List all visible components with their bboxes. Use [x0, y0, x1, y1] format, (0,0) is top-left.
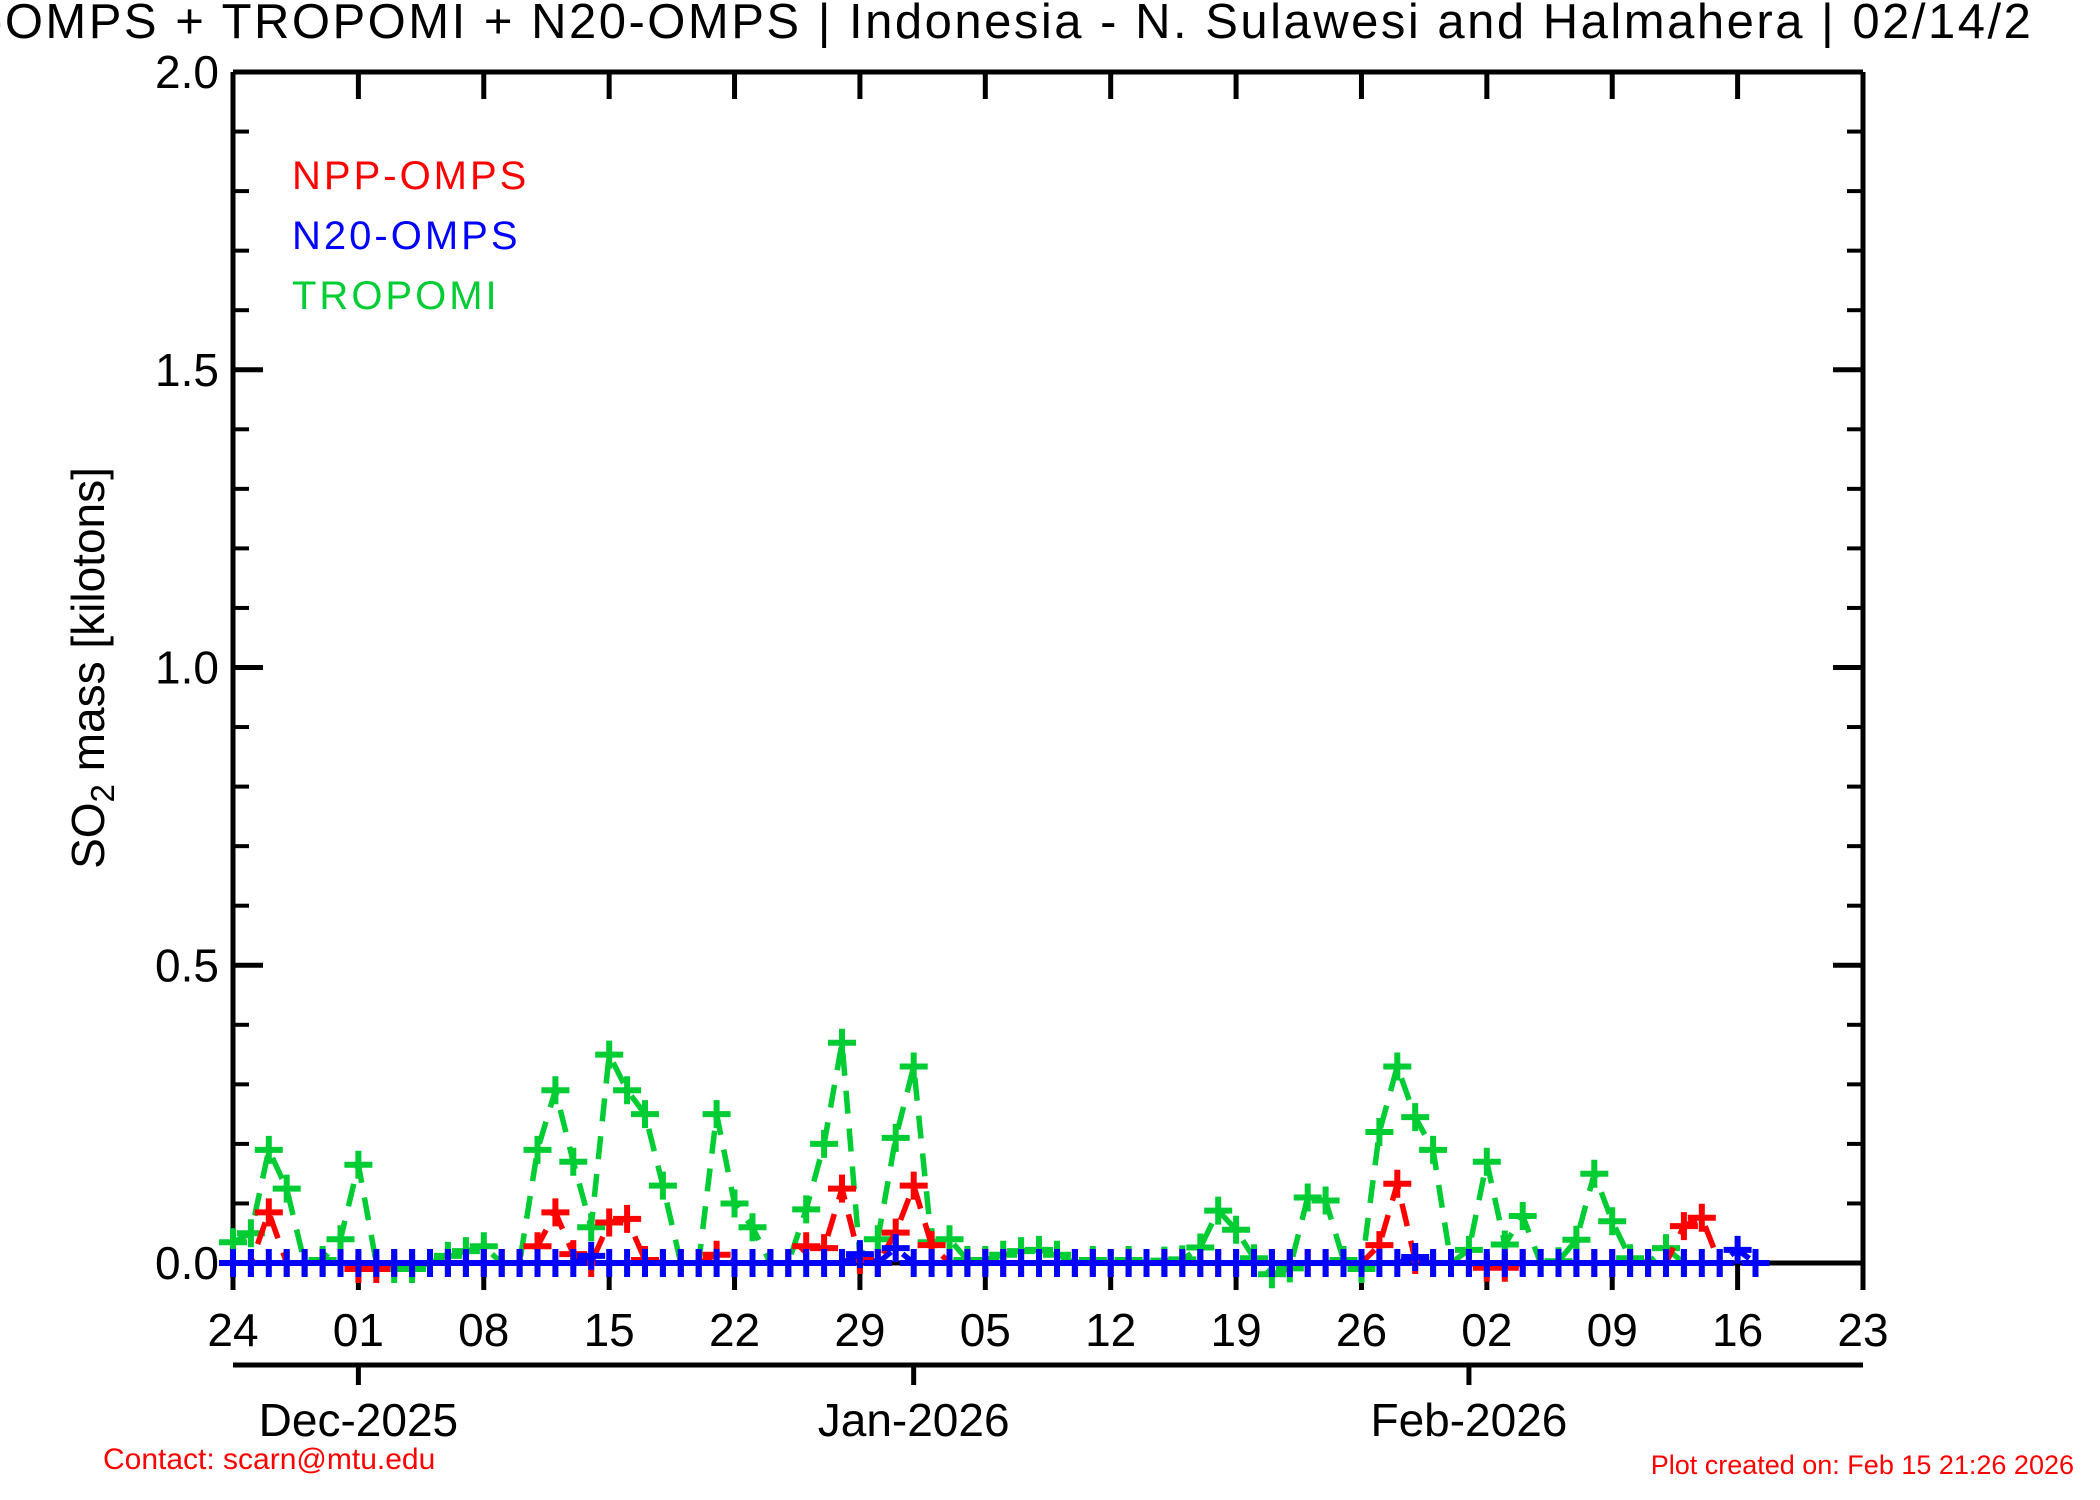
plot-created-text: Plot created on: Feb 15 21:26 2026: [1650, 1450, 2074, 1480]
x-tick-label: 02: [1461, 1304, 1512, 1356]
contact-text: Contact: scarn@mtu.edu: [103, 1443, 436, 1476]
month-axis: Dec-2025 Jan-2026 Feb-2026: [233, 1362, 1863, 1446]
x-tick-label: 16: [1712, 1304, 1763, 1356]
x-tick-label: 08: [458, 1304, 509, 1356]
y-tick-label: 1.5: [155, 344, 219, 396]
x-tick-label: 09: [1587, 1304, 1638, 1356]
x-tick-label: 12: [1085, 1304, 1136, 1356]
legend-item-n20-omps: N20-OMPS: [292, 214, 521, 258]
x-tick-label: 05: [960, 1304, 1011, 1356]
legend-item-npp-omps: NPP-OMPS: [292, 154, 530, 198]
series-markers-n20-omps: [219, 1234, 1770, 1277]
x-tick-label: 26: [1336, 1304, 1387, 1356]
y-tick-label: 2.0: [155, 46, 219, 98]
month-label: Feb-2026: [1370, 1394, 1567, 1446]
x-tick-label: 01: [333, 1304, 384, 1356]
page-title: -OMPS + TROPOMI + N20-OMPS | Indonesia -…: [0, 0, 2034, 49]
y-tick-label: 1.0: [155, 642, 219, 694]
month-label: Jan-2026: [818, 1394, 1010, 1446]
y-tick-label: 0.5: [155, 939, 219, 991]
legend-item-tropomi: TROPOMI: [292, 274, 500, 318]
x-tick-label: 19: [1210, 1304, 1261, 1356]
x-tick-label: 15: [584, 1304, 635, 1356]
x-tick-label: 24: [207, 1304, 258, 1356]
series-n20-omps: [219, 1234, 1770, 1277]
series-tropomi: [219, 1028, 1698, 1289]
month-label: Dec-2025: [259, 1394, 458, 1446]
x-tick-label: 22: [709, 1304, 760, 1356]
x-tick-label: 23: [1837, 1304, 1888, 1356]
y-axis-title: SO2 mass [kilotons]: [62, 467, 121, 869]
y-tick-label: 0.0: [155, 1237, 219, 1289]
x-tick-label: 29: [834, 1304, 885, 1356]
plot-axes: 0.0 0.5 1.0 1.5 2.0 24 01 08 15 22 29 05 12 19 26 02 09 1…: [155, 46, 1889, 1356]
